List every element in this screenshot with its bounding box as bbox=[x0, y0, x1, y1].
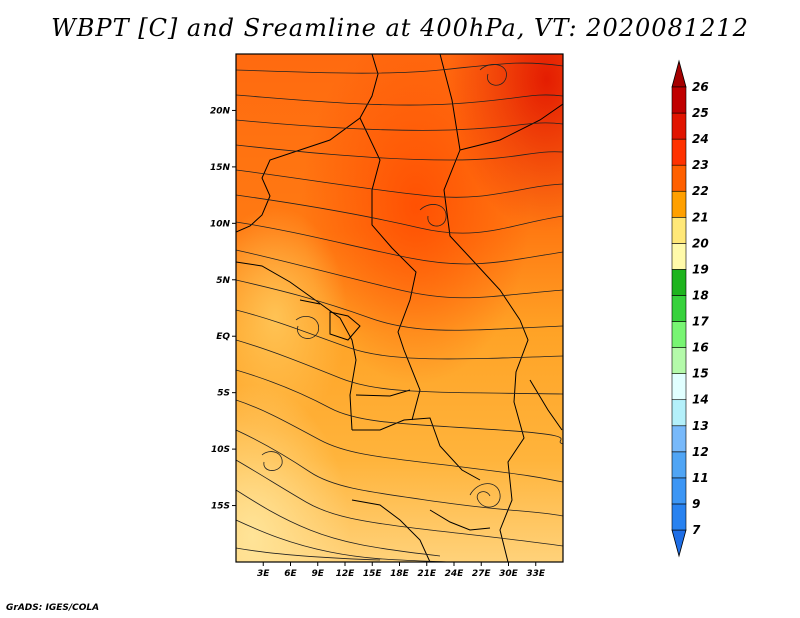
lon-tick-label: 15E bbox=[363, 569, 383, 579]
colorbar-high-arrow bbox=[671, 59, 687, 88]
lon-tick-label: 3E bbox=[257, 569, 270, 579]
colorbar-level-label: 9 bbox=[692, 497, 700, 511]
colorbar-level-label: 16 bbox=[692, 341, 709, 355]
longitude-axis: 3E 6E 9E 12E 15E 18E 21E 24E 27E 30E 33E bbox=[257, 562, 546, 579]
colorbar-level-label: 13 bbox=[692, 419, 709, 433]
lat-tick-label: 20N bbox=[210, 106, 231, 116]
colorbar-level-label: 7 bbox=[692, 523, 701, 537]
lon-tick-label: 18E bbox=[390, 569, 410, 579]
colorbar-level-label: 11 bbox=[692, 471, 709, 485]
colorbar-swatch bbox=[671, 86, 687, 114]
colorbar-level-label: 23 bbox=[692, 158, 709, 172]
streamlines bbox=[236, 62, 563, 562]
colorbar-level-label: 24 bbox=[692, 132, 709, 146]
colorbar-swatch bbox=[671, 112, 687, 140]
lon-tick-label: 9E bbox=[312, 569, 325, 579]
colorbar-level-label: 26 bbox=[692, 80, 709, 94]
lon-tick-label: 21E bbox=[417, 569, 437, 579]
colorbar-swatch bbox=[671, 321, 687, 348]
colorbar-swatch bbox=[671, 138, 687, 166]
lat-tick-label: 15N bbox=[210, 163, 231, 173]
wbpt-shading bbox=[236, 54, 563, 562]
colorbar-swatch bbox=[671, 216, 687, 244]
chart-title: WBPT [C] and Sreamline at 400hPa, VT: 20… bbox=[51, 14, 749, 42]
colorbar-swatch bbox=[671, 347, 687, 374]
colorbar-level-label: 15 bbox=[692, 367, 709, 381]
colorbar-level-label: 18 bbox=[692, 288, 709, 302]
colorbar-swatch bbox=[671, 295, 687, 322]
lon-tick-label: 33E bbox=[526, 569, 546, 579]
colorbar-swatch bbox=[671, 269, 687, 296]
colorbar-level-label: 21 bbox=[692, 210, 709, 224]
lat-tick-label: 5S bbox=[217, 389, 230, 399]
lon-tick-label: 27E bbox=[472, 569, 492, 579]
colorbar-level-label: 22 bbox=[692, 184, 709, 198]
colorbar-swatch bbox=[671, 425, 687, 453]
lon-tick-label: 30E bbox=[499, 569, 519, 579]
country-borders bbox=[236, 54, 563, 562]
colorbar-level-label: 25 bbox=[692, 106, 709, 120]
lat-tick-label: 5N bbox=[216, 276, 230, 286]
colorbar-level-label: 17 bbox=[692, 315, 709, 329]
colorbar-level-label: 14 bbox=[692, 393, 709, 407]
colorbar-swatch bbox=[671, 451, 687, 479]
colorbar-swatch bbox=[671, 373, 687, 401]
colorbar-swatch bbox=[671, 190, 687, 218]
lon-tick-label: 6E bbox=[284, 569, 297, 579]
latitude-axis: 20N 15N 10N 5N EQ 5S 10S 15S bbox=[210, 106, 236, 512]
colorbar-swatch bbox=[671, 503, 687, 531]
lon-tick-label: 24E bbox=[445, 569, 465, 579]
colorbar-level-label: 19 bbox=[692, 262, 709, 276]
colorbar-swatch bbox=[671, 164, 687, 192]
colorbar: 7 9 11 12 13 14 15 16 17 18 19 20 21 22 23 24 25 26 bbox=[671, 59, 709, 558]
colorbar-swatch bbox=[671, 399, 687, 427]
lat-tick-label: 10N bbox=[210, 219, 231, 229]
lat-tick-label: EQ bbox=[216, 332, 230, 342]
footer-credit: GrADS: IGES/COLA bbox=[6, 603, 100, 613]
colorbar-swatch bbox=[671, 243, 687, 270]
colorbar-level-label: 12 bbox=[692, 445, 709, 459]
lon-tick-label: 12E bbox=[336, 569, 356, 579]
colorbar-swatch bbox=[671, 477, 687, 505]
colorbar-level-label: 20 bbox=[692, 236, 709, 250]
lat-tick-label: 10S bbox=[211, 445, 230, 455]
colorbar-low-arrow bbox=[671, 529, 687, 558]
lat-tick-label: 15S bbox=[211, 502, 230, 512]
